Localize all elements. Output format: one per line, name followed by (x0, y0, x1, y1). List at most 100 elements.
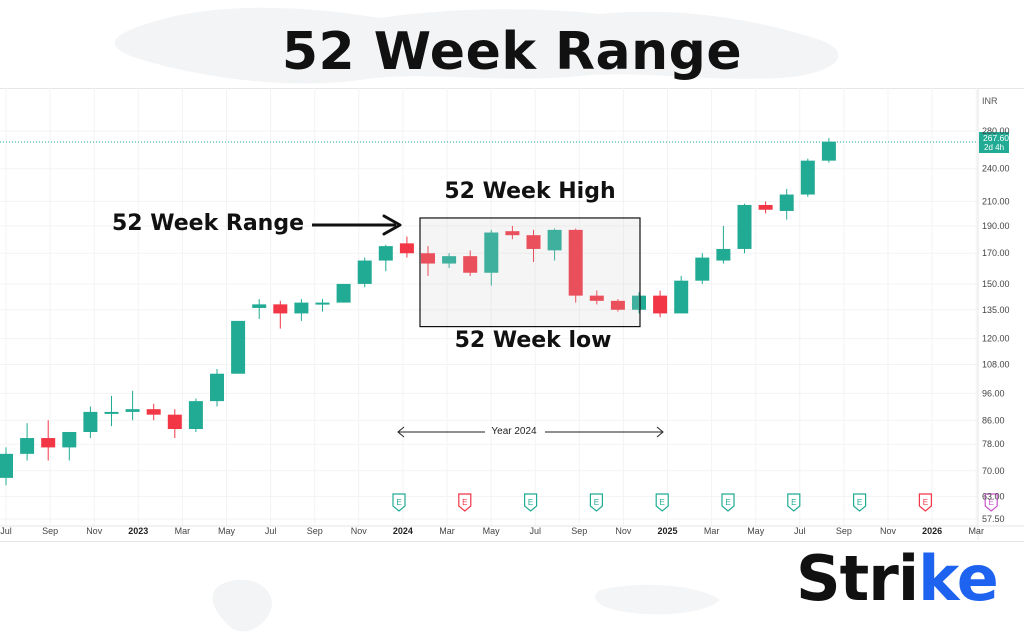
candle-body (674, 280, 689, 314)
earnings-marker (918, 493, 932, 512)
candle-body (125, 409, 140, 412)
year-span-arrow-right (656, 426, 664, 438)
currency-label: INR (982, 96, 998, 106)
y-tick-label: 96.00 (982, 388, 1005, 398)
candle-body (20, 438, 35, 454)
candle-body (632, 295, 646, 310)
candle-body (568, 229, 583, 296)
earnings-marker-label: E (528, 498, 533, 507)
y-tick-label: 108.00 (982, 359, 1010, 369)
candle-body (294, 302, 309, 314)
candle-body (231, 320, 246, 374)
map-continent-north (114, 7, 839, 84)
candle-body (716, 248, 731, 261)
y-tick-label: 70.00 (982, 466, 1005, 476)
x-tick-label: Mar (439, 526, 455, 536)
candle-body (188, 401, 203, 430)
candle-body (273, 304, 288, 314)
candle-body (547, 229, 562, 251)
range-high-label: 52 Week High (444, 179, 615, 204)
y-tick-label: 63.00 (982, 492, 1005, 502)
y-tick-label: 240.00 (982, 164, 1010, 174)
year-span-label: Year 2024 (491, 426, 537, 437)
earnings-marker (589, 493, 603, 512)
range-callout-arrow-head (382, 214, 402, 236)
candle-body (146, 409, 161, 415)
x-tick-label: May (483, 526, 501, 536)
map-continent-east (595, 584, 720, 615)
x-tick-label: Jul (265, 526, 277, 536)
earnings-marker-label: E (989, 498, 994, 507)
y-tick-label: 86.00 (982, 415, 1005, 425)
x-tick-label: Mar (175, 526, 191, 536)
brand-logo: Strike (796, 548, 999, 610)
brand-name-accent: ke (918, 542, 999, 615)
x-tick-label: Nov (86, 526, 103, 536)
x-tick-label: 2023 (128, 526, 148, 536)
x-tick-label: May (747, 526, 765, 536)
candle-body (526, 235, 541, 249)
range-box (419, 217, 641, 328)
candle-body (821, 141, 836, 161)
x-tick-label: 2025 (657, 526, 677, 536)
candle-body (252, 304, 267, 308)
y-tick-label: 57.50 (982, 514, 1005, 524)
earnings-marker (984, 493, 998, 512)
earnings-marker (853, 493, 867, 512)
x-tick-label: Sep (42, 526, 58, 536)
candle-body (463, 256, 478, 273)
y-tick-label: 190.00 (982, 221, 1010, 231)
x-tick-label: May (218, 526, 236, 536)
x-tick-label: Sep (836, 526, 852, 536)
y-tick-label: 135.00 (982, 305, 1010, 315)
x-tick-label: 2024 (393, 526, 413, 536)
candle-body (210, 373, 224, 402)
candle-body (399, 243, 414, 254)
candle-body (104, 411, 119, 414)
y-tick-label: 150.00 (982, 279, 1010, 289)
earnings-marker-label: E (923, 498, 928, 507)
x-tick-label: Jul (529, 526, 541, 536)
candle-body (357, 260, 372, 284)
earnings-marker-label: E (791, 498, 796, 507)
candle-body (758, 204, 773, 210)
candle-body (505, 231, 520, 236)
candle-body (653, 295, 668, 314)
candle-body (378, 246, 393, 261)
candle-body (315, 302, 330, 305)
earnings-marker (721, 493, 735, 512)
candle-body (589, 295, 604, 301)
y-tick-label: 210.00 (982, 196, 1010, 206)
last-price-value: 267.60 (983, 133, 1009, 143)
earnings-marker (787, 493, 801, 512)
earnings-marker (655, 493, 669, 512)
earnings-marker-label: E (594, 498, 599, 507)
candle-body (484, 232, 499, 273)
candle-body (737, 204, 752, 249)
grid-layer (0, 88, 978, 526)
map-continent-south (212, 579, 272, 632)
y-tick-label: 78.00 (982, 439, 1005, 449)
candle-body (167, 414, 182, 430)
candle-body (610, 300, 625, 310)
earnings-marker (524, 493, 538, 512)
x-tick-label: Sep (307, 526, 323, 536)
x-tick-label: 2026 (922, 526, 942, 536)
last-price-countdown: 2d 4h (984, 143, 1004, 152)
candle-body (779, 194, 794, 211)
brand-name-main: Stri (796, 542, 919, 615)
earnings-marker-label: E (462, 498, 467, 507)
range-callout-label: 52 Week Range (112, 211, 304, 236)
candle-body (336, 283, 351, 303)
chart-panel (0, 88, 1024, 542)
x-tick-label: Nov (880, 526, 897, 536)
candle-body (442, 256, 457, 264)
candle-body (41, 438, 56, 448)
earnings-marker-label: E (857, 498, 862, 507)
candle-body (421, 253, 435, 264)
x-tick-label: Sep (571, 526, 587, 536)
